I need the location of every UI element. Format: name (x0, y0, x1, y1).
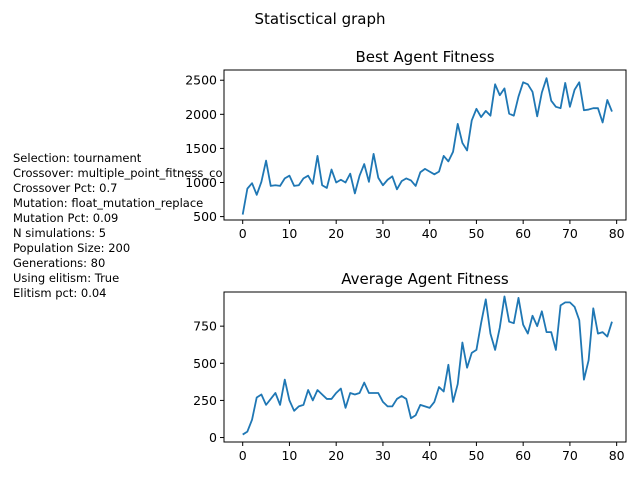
series-line (242, 295, 613, 436)
x-tick-label: 80 (609, 226, 625, 241)
x-tick-label: 50 (468, 448, 484, 463)
x-tick-label: 70 (562, 226, 578, 241)
x-tick-label: 20 (328, 226, 344, 241)
y-tick-label: 2500 (185, 73, 217, 88)
settings-line: Selection: tournament (13, 151, 142, 165)
x-tick-label: 20 (328, 448, 344, 463)
settings-line: N simulations: 5 (13, 226, 106, 240)
settings-line: Crossover Pct: 0.7 (13, 181, 117, 195)
x-tick-label: 40 (422, 226, 438, 241)
chart-title: Best Agent Fitness (355, 48, 494, 66)
y-tick-label: 500 (193, 356, 217, 371)
settings-line: Elitism pct: 0.04 (13, 286, 106, 300)
settings-line: Population Size: 200 (13, 241, 130, 255)
best-fitness-chart: Best Agent Fitness 0 10 20 30 40 50 60 70 80 500 10… (185, 48, 627, 241)
x-tick-label: 30 (375, 226, 391, 241)
x-tick-label: 30 (375, 448, 391, 463)
x-tick-label: 10 (281, 226, 297, 241)
settings-line: Using elitism: True (13, 271, 119, 285)
x-tick-label: 0 (239, 448, 247, 463)
y-tick-label: 1000 (185, 175, 217, 190)
y-tick-label: 250 (193, 393, 217, 408)
settings-line: Crossover: multiple_point_fitness_co (13, 166, 223, 180)
average-fitness-chart: Average Agent Fitness 0 10 20 30 40 50 60 70 80 0 2… (193, 270, 627, 463)
x-tick-label: 0 (239, 226, 247, 241)
x-tick-label: 60 (515, 226, 531, 241)
series-line (241, 77, 613, 215)
figure-suptitle: Statisctical graph (254, 10, 385, 28)
settings-line: Mutation Pct: 0.09 (13, 211, 118, 225)
y-tick-label: 2000 (185, 107, 217, 122)
x-tick-label: 80 (609, 448, 625, 463)
settings-line: Generations: 80 (13, 256, 105, 270)
x-tick-label: 50 (468, 226, 484, 241)
axes-frame (223, 291, 627, 443)
y-tick-label: 0 (209, 430, 217, 445)
x-tick-label: 60 (515, 448, 531, 463)
settings-line: Mutation: float_mutation_replace (13, 196, 203, 210)
axes-frame (223, 69, 627, 221)
y-tick-label: 1500 (185, 141, 217, 156)
x-tick-label: 10 (281, 448, 297, 463)
y-tick-label: 750 (193, 319, 217, 334)
x-tick-label: 70 (562, 448, 578, 463)
chart-title: Average Agent Fitness (341, 270, 509, 288)
y-tick-label: 500 (193, 209, 217, 224)
x-tick-label: 40 (422, 448, 438, 463)
